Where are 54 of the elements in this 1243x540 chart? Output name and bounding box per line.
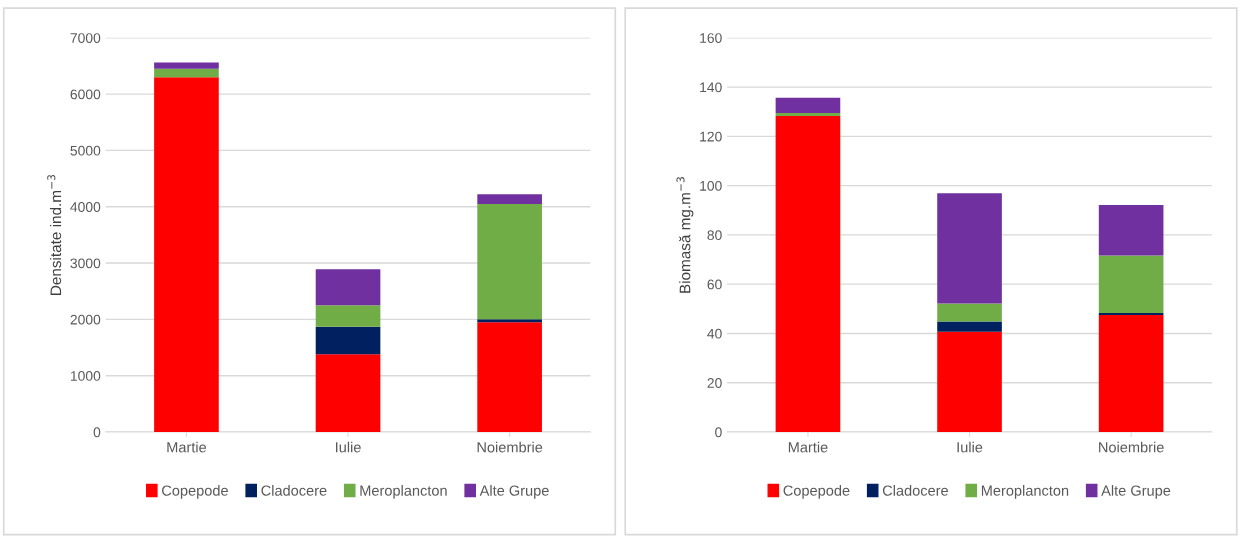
x-tick-label: Iulie [336,441,361,453]
y-tick-label: 0 [715,427,722,438]
bar [315,354,381,432]
bar [477,319,542,323]
legend-label: Copepode [783,485,850,499]
y-tick-label: 20 [707,378,722,388]
bar [315,326,381,355]
x-tick-label: Martie [788,441,828,453]
bar [1098,205,1164,256]
bar [477,322,542,432]
x-tick-label: Iulie [957,441,983,453]
legend-label: Meroplancton [360,485,447,499]
bar [477,194,542,204]
y-tick-label: 140 [700,82,722,93]
bar [154,77,219,432]
legend-label: Alte Grupe [1101,485,1171,499]
y-axis-title: Densitate ind.m$^{−3}$ [47,174,62,295]
y-tick-label: 60 [707,279,722,290]
legend-label: Meroplancton [981,485,1069,499]
y-tick-label: 80 [707,230,722,241]
bar [937,321,1002,332]
bar [315,269,381,306]
y-tick-label: 160 [700,33,722,43]
y-axis-title: Biomasă mg.m$^{−3}$ [676,177,694,293]
y-tick-label: 40 [707,328,722,339]
bar [775,112,841,116]
y-tick-label: 3000 [70,258,101,269]
bar [477,203,542,320]
y-tick-label: 1000 [70,371,101,381]
y-tick-label: 120 [700,131,722,142]
bar [937,303,1002,322]
y-tick-label: 5000 [70,145,101,156]
bar [775,97,841,113]
legend-label: Cladocere [261,485,327,496]
bar [1098,314,1164,432]
bar [154,68,219,78]
legend-label: Alte Grupe [479,485,549,499]
legend-label: Copepode [162,485,228,499]
x-tick-label: Noiembrie [477,441,543,453]
bar [315,305,381,327]
x-tick-label: Martie [167,441,207,453]
bar [775,115,841,432]
bar [937,331,1002,432]
y-tick-label: 0 [93,427,101,438]
y-tick-label: 4000 [70,202,101,212]
legend-label: Cladocere [882,485,948,496]
bar [1098,255,1164,313]
y-tick-label: 6000 [70,89,101,100]
y-tick-label: 100 [700,180,722,191]
y-tick-label: 7000 [70,33,101,43]
bar [154,62,219,69]
bar [937,193,1002,304]
y-tick-label: 2000 [70,314,101,325]
x-tick-label: Noiembrie [1099,441,1164,453]
